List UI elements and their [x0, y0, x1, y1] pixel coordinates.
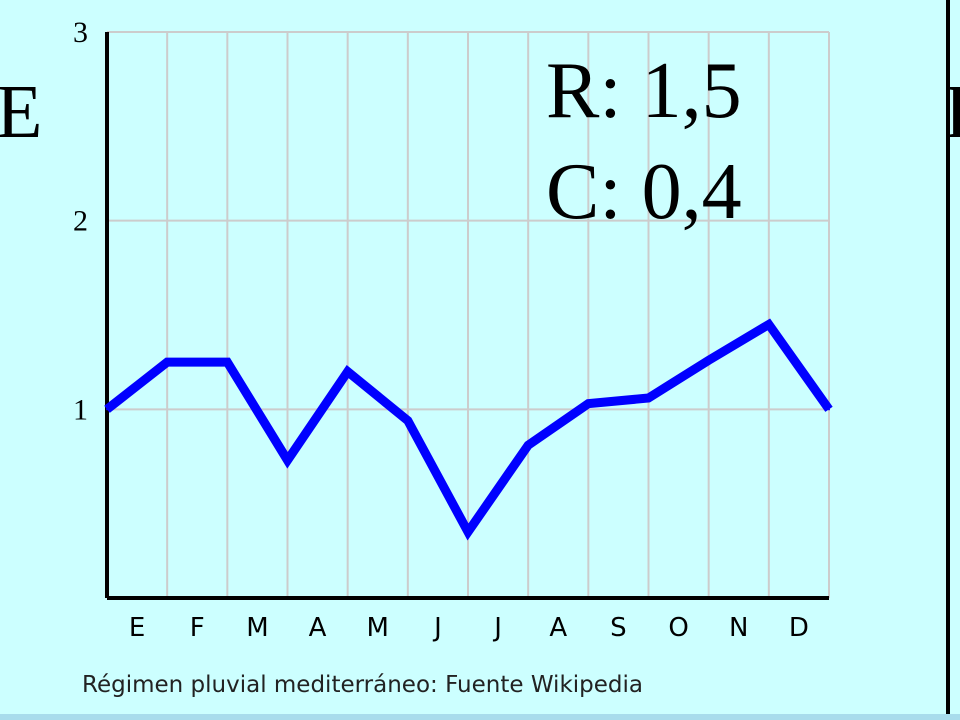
chart-annotation: R: 1,5 [546, 47, 742, 135]
x-tick-label: F [190, 613, 205, 643]
right-border [946, 0, 950, 720]
x-tick-label: D [789, 613, 809, 643]
data-point [226, 361, 229, 364]
x-tick-label: O [668, 613, 688, 643]
data-point [346, 370, 349, 373]
annotations: R: 1,5 C: 0,4 [546, 47, 742, 236]
axes [105, 32, 829, 600]
data-point [406, 419, 409, 422]
x-tick-label: E [129, 613, 145, 643]
series-lines [104, 318, 833, 541]
left-edge-letter: E [0, 70, 43, 154]
data-point [828, 408, 830, 411]
x-tick-label: S [610, 613, 627, 643]
x-tick-label: A [309, 613, 327, 643]
chart-caption: Régimen pluvial mediterráneo: Fuente Wik… [82, 672, 643, 698]
data-point [286, 459, 289, 462]
x-tick-label: M [367, 613, 389, 643]
data-point [527, 444, 530, 447]
x-tick-label: J [492, 613, 502, 643]
x-tick-label: N [729, 613, 748, 643]
data-point [707, 359, 710, 362]
data-point [166, 361, 169, 364]
y-tick-label: 2 [73, 205, 88, 238]
x-tick-label: M [246, 613, 268, 643]
data-point [587, 402, 590, 405]
data-point [106, 408, 108, 411]
x-tick-label: A [549, 613, 567, 643]
data-point [467, 530, 469, 533]
data-point [647, 397, 650, 400]
y-tick-label: 3 [73, 16, 88, 49]
x-tick-label: J [432, 613, 442, 643]
y-tick-label: 1 [73, 393, 88, 426]
grid [107, 31, 830, 598]
data-point [767, 323, 770, 326]
chart-annotation: C: 0,4 [546, 148, 742, 236]
y-tick-labels: 1 2 3 [73, 16, 88, 426]
bottom-bar [0, 714, 960, 720]
